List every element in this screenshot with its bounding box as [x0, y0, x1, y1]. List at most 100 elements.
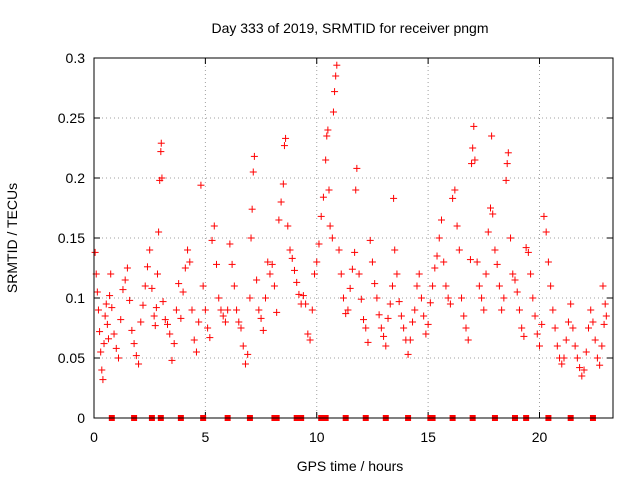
data-point [255, 306, 263, 314]
y-tick-label: 0 [77, 410, 85, 426]
data-point [544, 258, 552, 266]
data-point [564, 318, 572, 326]
data-point [146, 246, 154, 254]
data-point [259, 326, 267, 334]
data-point [553, 342, 561, 350]
data-point [246, 294, 254, 302]
data-point [226, 240, 234, 248]
y-tick-label: 0.25 [58, 110, 85, 126]
data-point [364, 338, 372, 346]
data-point [326, 222, 334, 230]
data-point [94, 306, 102, 314]
data-point [353, 164, 361, 172]
data-point [288, 254, 296, 262]
data-point [268, 260, 276, 268]
data-point [237, 324, 245, 332]
data-point [551, 324, 559, 332]
data-point [470, 122, 478, 130]
y-tick-label: 0.3 [66, 50, 86, 66]
data-point [495, 282, 503, 290]
data-point [280, 142, 288, 150]
data-point [411, 306, 419, 314]
data-point [328, 234, 336, 242]
data-point [115, 354, 123, 362]
data-point [266, 270, 274, 278]
data-point [538, 320, 546, 328]
data-point [580, 366, 588, 374]
data-point [308, 306, 316, 314]
data-point [168, 356, 176, 364]
data-point [262, 294, 270, 302]
data-point [511, 276, 519, 284]
data-point [317, 212, 325, 220]
data-point [210, 222, 218, 230]
data-point [582, 348, 590, 356]
axis-ticks: 0 0.05 0.1 0.15 0.2 0.25 0.3 0 5 10 15 20 [58, 50, 613, 445]
data-point [157, 139, 165, 147]
data-point [571, 342, 579, 350]
data-point [96, 328, 104, 336]
x-tick-label: 15 [420, 429, 436, 445]
data-point [584, 324, 592, 332]
data-point [503, 160, 511, 168]
data-point [186, 258, 194, 266]
data-point [500, 294, 508, 302]
data-point [515, 306, 523, 314]
data-point [97, 348, 105, 356]
data-point [249, 168, 257, 176]
data-point [498, 306, 506, 314]
data-point [542, 228, 550, 236]
data-point [424, 320, 432, 328]
data-point [159, 298, 167, 306]
data-point [158, 174, 166, 182]
data-point [247, 234, 255, 242]
data-point [513, 288, 521, 296]
data-point [108, 304, 116, 312]
data-point [420, 312, 428, 320]
data-point [137, 318, 145, 326]
data-point [587, 306, 595, 314]
data-point [192, 348, 200, 356]
data-point [306, 336, 314, 344]
data-point [480, 306, 488, 314]
data-point [547, 282, 555, 290]
data-point [460, 312, 468, 320]
data-point [311, 270, 319, 278]
data-point [478, 294, 486, 302]
data-point [93, 288, 101, 296]
data-point [377, 324, 385, 332]
data-point [491, 246, 499, 254]
data-point [453, 222, 461, 230]
data-point [484, 228, 492, 236]
data-point [576, 364, 584, 372]
data-point [429, 282, 437, 290]
data-point [529, 294, 537, 302]
data-point [177, 314, 185, 322]
data-point [132, 352, 140, 360]
data-point [352, 186, 360, 194]
data-point [221, 318, 229, 326]
data-point [224, 306, 232, 314]
data-point [106, 292, 114, 300]
data-point [489, 210, 497, 218]
data-point [197, 181, 205, 189]
data-point [99, 376, 107, 384]
data-point [591, 336, 599, 344]
data-point [195, 318, 203, 326]
data-point [504, 149, 512, 157]
data-point [413, 282, 421, 290]
data-point [602, 312, 610, 320]
data-point [380, 332, 388, 340]
x-tick-label: 20 [532, 429, 548, 445]
data-point [248, 205, 256, 213]
data-point [101, 312, 109, 320]
data-point [190, 336, 198, 344]
data-point [462, 324, 470, 332]
data-point [284, 222, 292, 230]
x-tick-label: 5 [201, 429, 209, 445]
data-point [150, 312, 158, 320]
data-point [277, 198, 285, 206]
data-point [409, 318, 417, 326]
